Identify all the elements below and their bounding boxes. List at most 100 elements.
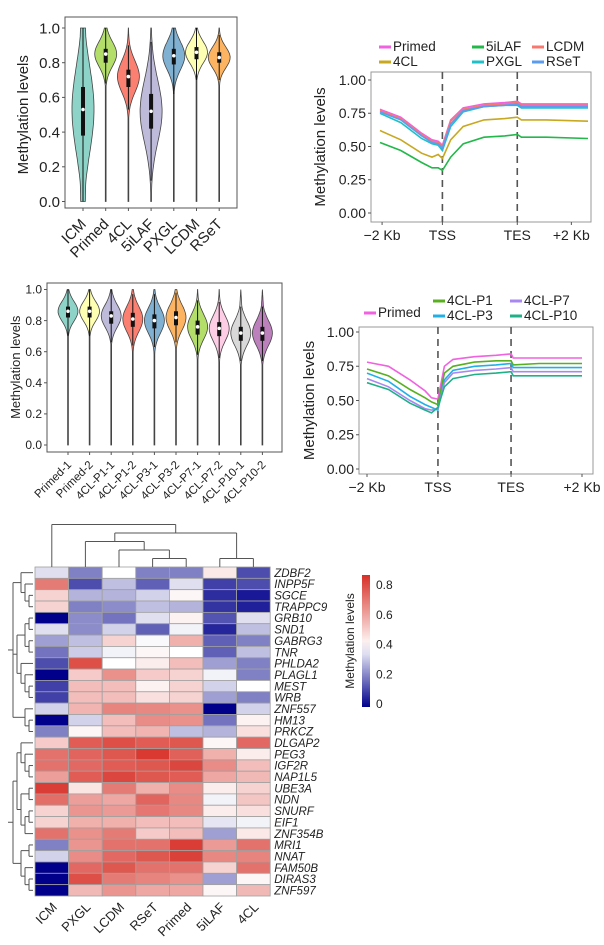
heatmap-cell: [202, 850, 237, 863]
heatmap-cell: [68, 566, 103, 579]
heatmap-cell: [168, 759, 204, 772]
heatmap-cell: [236, 804, 271, 817]
heatmap-cell: [68, 816, 103, 829]
y-axis-label: Methylation levels: [301, 341, 318, 460]
heatmap-cell: [34, 748, 69, 761]
heatmap-cell: [101, 736, 137, 749]
column-label: LCDM: [90, 900, 127, 937]
violin-4CL-P1-1: [100, 289, 122, 446]
heatmap-cell: [202, 884, 237, 897]
heatmap-cell: [101, 668, 137, 681]
legend-label: 4CL-P3: [447, 308, 493, 323]
heatmap-cell: [168, 680, 204, 693]
row-label: FAM50B: [274, 863, 318, 875]
heatmap-cell: [101, 657, 137, 670]
heatmap-cell: [168, 827, 204, 840]
colorbar-tick-label: 0.2: [376, 667, 393, 681]
heatmap-cell: [135, 589, 170, 602]
legend-label: LCDM: [546, 39, 584, 54]
heatmap-cell: [68, 759, 103, 772]
y-tick-label: 0.25: [327, 427, 354, 443]
heatmap-cell: [68, 872, 103, 886]
heatmap-cell: [135, 668, 170, 681]
median-point: [195, 325, 200, 329]
heatmap-cell: [34, 714, 69, 727]
series-line-4CL-P10: [366, 370, 582, 414]
plot-panel: [358, 326, 594, 475]
heatmap-cell: [168, 691, 204, 704]
heatmap-cell: [101, 850, 137, 863]
heatmap-cell: [135, 702, 170, 715]
heatmap-cell: [135, 884, 170, 897]
heatmap-cell: [68, 793, 103, 806]
heatmap-cell: [34, 759, 69, 772]
heatmap-cell: [135, 748, 170, 761]
heatmap-cell: [135, 838, 170, 852]
heatmap-cell: [34, 793, 69, 806]
row-label: SND1: [274, 625, 305, 637]
heatmap-cell: [135, 804, 170, 817]
heatmap-cell: [168, 736, 204, 749]
heatmap-cell: [236, 611, 271, 625]
heatmap-cell: [168, 804, 204, 817]
violin-RSeT: [207, 27, 231, 202]
row-label: NAP1L5: [274, 772, 317, 784]
y-axis-label: Methylation levels: [8, 315, 23, 419]
heatmap-cell: [236, 646, 271, 659]
x-tick-label: −2 Kb: [364, 227, 401, 243]
heatmap-cell: [101, 872, 137, 886]
heatmap-cell: [101, 782, 137, 795]
y-tick-label: 0.6: [25, 345, 42, 359]
heatmap-cell: [135, 691, 170, 704]
heatmap-cell: [34, 691, 69, 704]
heatmap-cell: [101, 725, 137, 738]
heatmap-cell: [34, 861, 69, 874]
y-tick-label: 1.00: [327, 324, 354, 340]
heatmap-cell: [135, 759, 170, 772]
y-tick-label: 0.2: [25, 407, 42, 421]
series-line-PXGL: [379, 104, 588, 153]
row-label: PLAGL1: [274, 670, 317, 682]
heatmap-cell: [202, 793, 237, 806]
median-point: [103, 52, 108, 56]
heatmap-cell: [101, 634, 137, 647]
heatmap-cell: [236, 702, 271, 715]
heatmap-cell: [236, 782, 271, 795]
heatmap-cell: [168, 850, 204, 863]
legend-label: PXGL: [486, 54, 523, 69]
y-tick-label: 0.8: [39, 55, 60, 72]
row-label: NDN: [274, 795, 300, 807]
legend-label: Primed: [393, 39, 436, 54]
heatmap-cell: [101, 577, 137, 591]
heatmap-cell: [202, 714, 237, 727]
median-point: [174, 315, 178, 320]
median-point: [66, 309, 70, 314]
heatmap-cell: [135, 634, 170, 647]
legend-label: 4CL: [393, 54, 418, 69]
heatmap-cell: [68, 838, 103, 852]
heatmap-cell: [168, 600, 204, 613]
heatmap-cell: [202, 668, 237, 681]
heatmap-cell: [168, 714, 204, 727]
row-label: INPP5F: [274, 579, 315, 591]
heatmap-cell: [68, 884, 103, 897]
heatmap-cell: [236, 577, 271, 591]
heatmap-cell: [68, 646, 103, 659]
heatmap-cell: [101, 691, 137, 704]
median-point: [126, 74, 131, 79]
row-label: SGCE: [274, 591, 307, 603]
y-tick-label: 0.8: [25, 314, 42, 328]
heatmap-cell: [34, 634, 69, 647]
heatmap-cell: [68, 861, 103, 874]
median-point: [172, 53, 176, 58]
heatmap-cell: [168, 838, 204, 852]
heatmap-cell: [202, 748, 237, 761]
heatmap-cell: [34, 770, 69, 783]
heatmap-cell: [135, 725, 170, 738]
heatmap-cell: [135, 600, 170, 613]
violin-LCDM: [185, 27, 208, 202]
y-tick-label: 0.4: [39, 124, 60, 141]
heatmap-cell: [168, 623, 204, 636]
plot-panel: [370, 71, 592, 223]
heatmap-cell: [236, 691, 271, 704]
